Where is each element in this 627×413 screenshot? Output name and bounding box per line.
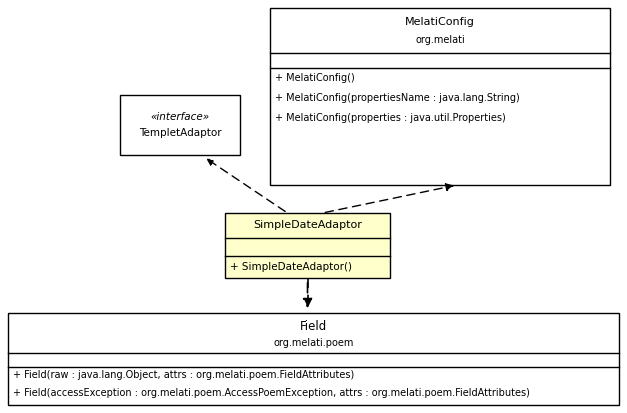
Text: Field: Field <box>300 320 327 334</box>
Bar <box>120 95 240 155</box>
Text: + SimpleDateAdaptor(): + SimpleDateAdaptor() <box>230 262 352 272</box>
Text: org.melati.poem: org.melati.poem <box>273 338 354 348</box>
Text: MelatiConfig: MelatiConfig <box>405 17 475 27</box>
Text: + Field(raw : java.lang.Object, attrs : org.melati.poem.FieldAttributes): + Field(raw : java.lang.Object, attrs : … <box>13 370 354 380</box>
Bar <box>225 213 390 278</box>
Text: + MelatiConfig(properties : java.util.Properties): + MelatiConfig(properties : java.util.Pr… <box>275 113 506 123</box>
Text: + MelatiConfig(propertiesName : java.lang.String): + MelatiConfig(propertiesName : java.lan… <box>275 93 520 103</box>
Text: + Field(accessException : org.melati.poem.AccessPoemException, attrs : org.melat: + Field(accessException : org.melati.poe… <box>13 388 530 398</box>
Text: SimpleDateAdaptor: SimpleDateAdaptor <box>253 221 362 230</box>
Bar <box>270 8 610 185</box>
Text: «interface»: «interface» <box>150 112 209 122</box>
Text: TempletAdaptor: TempletAdaptor <box>139 128 221 138</box>
Text: org.melati: org.melati <box>415 35 465 45</box>
Text: + MelatiConfig(): + MelatiConfig() <box>275 73 355 83</box>
Bar <box>8 313 619 405</box>
